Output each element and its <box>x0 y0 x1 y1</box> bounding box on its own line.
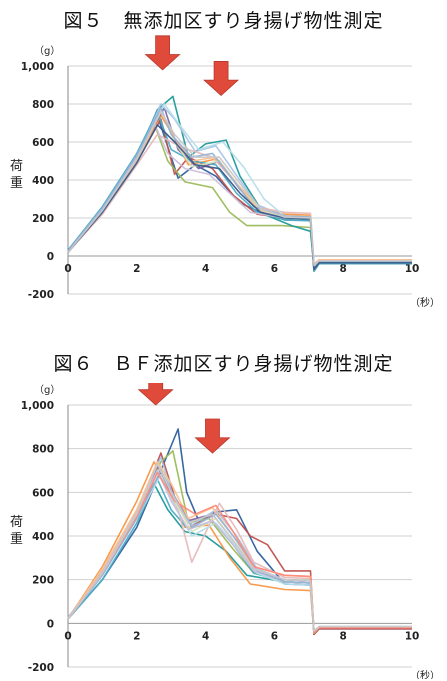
y-tick-label: 1,000 <box>21 61 54 73</box>
y-tick-label: 400 <box>32 175 54 187</box>
series-line <box>67 478 412 633</box>
x-tick-label: 8 <box>340 630 347 642</box>
x-tick-label: 0 <box>64 263 71 275</box>
down-arrow-marker <box>203 61 240 96</box>
series-line <box>67 463 412 632</box>
x-unit-label: （秒） <box>410 296 440 309</box>
y-tick-label: -200 <box>28 289 54 301</box>
y-tick-label: 400 <box>32 531 54 543</box>
y-tick-label: 0 <box>47 251 54 263</box>
series-line <box>67 110 412 267</box>
down-arrow-marker <box>137 383 174 406</box>
x-tick-label: 10 <box>405 263 420 275</box>
figure-5: 図５ 無添加区すり身揚げ物性測定 -200 0 200 400 600 800 1,000 0… <box>0 0 447 330</box>
x-tick-label: 6 <box>271 630 278 642</box>
y-axis-label: 荷重 <box>10 515 23 547</box>
x-tick-label: 2 <box>133 263 140 275</box>
y-tick-label: 800 <box>32 444 54 456</box>
x-tick-label: 4 <box>202 630 209 642</box>
x-tick-label: 4 <box>202 263 209 275</box>
y-unit-label: （g） <box>34 384 60 396</box>
series-line <box>67 122 412 269</box>
x-tick-label: 0 <box>64 630 71 642</box>
y-unit-label: （g） <box>34 45 60 57</box>
x-tick-label: 2 <box>133 630 140 642</box>
y-axis-label-char: 重 <box>10 531 23 547</box>
figure-6: 図６ ＢＦ添加区すり身揚げ物性測定 -200 0 200 400 600 800 1,000… <box>0 340 447 681</box>
y-axis-label: 荷重 <box>10 159 23 191</box>
chart-title: 図５ 無添加区すり身揚げ物性測定 <box>63 10 384 32</box>
y-axis-label-char: 重 <box>10 175 23 191</box>
x-tick-label: 8 <box>340 263 347 275</box>
x-tick-label: 6 <box>271 263 278 275</box>
y-axis-label-char: 荷 <box>10 515 23 530</box>
y-tick-label: 800 <box>32 99 54 111</box>
series-line <box>67 110 412 272</box>
x-unit-label: （秒） <box>410 669 440 679</box>
down-arrow-marker <box>144 35 181 71</box>
y-axis-label-char: 荷 <box>10 159 23 174</box>
y-tick-label: 200 <box>32 213 54 225</box>
series-line <box>67 133 412 265</box>
y-tick-label: 600 <box>32 487 54 499</box>
y-tick-label: 0 <box>47 618 54 630</box>
x-tick-label: 10 <box>405 630 420 642</box>
y-tick-label: 200 <box>32 575 54 587</box>
chart-plot: -200 0 200 400 600 800 1,000 0 2 4 6 8 10 （g） （秒） 荷重 <box>10 35 440 309</box>
y-tick-label: -200 <box>28 662 54 674</box>
series-line <box>67 428 412 636</box>
chart-plot: -200 0 200 400 600 800 1,000 0 2 4 6 8 10 （g） （秒） 荷重 <box>10 383 440 679</box>
down-arrow-marker <box>194 418 231 454</box>
chart-title: 図６ ＢＦ添加区すり身揚げ物性測定 <box>53 353 394 375</box>
y-tick-label: 600 <box>32 137 54 149</box>
y-tick-label: 1,000 <box>21 400 54 412</box>
